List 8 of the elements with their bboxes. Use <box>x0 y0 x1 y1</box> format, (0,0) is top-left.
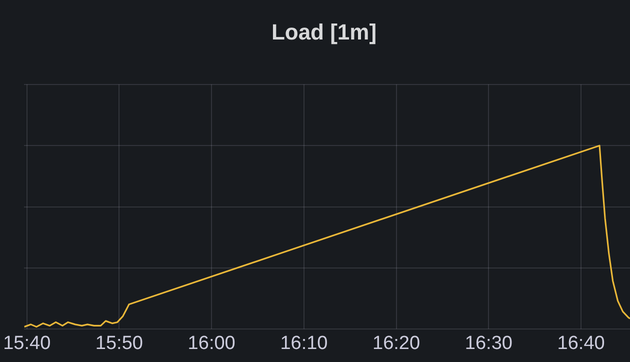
chart-title: Load [1m] <box>271 19 377 44</box>
x-tick-label: 16:10 <box>280 332 328 354</box>
x-tick-label: 16:40 <box>557 332 605 354</box>
x-tick-label: 16:00 <box>188 332 236 354</box>
x-tick-label: 15:40 <box>3 332 51 354</box>
x-tick-label: 15:50 <box>95 332 143 354</box>
x-tick-label: 16:30 <box>464 332 512 354</box>
x-tick-label: 16:20 <box>372 332 420 354</box>
